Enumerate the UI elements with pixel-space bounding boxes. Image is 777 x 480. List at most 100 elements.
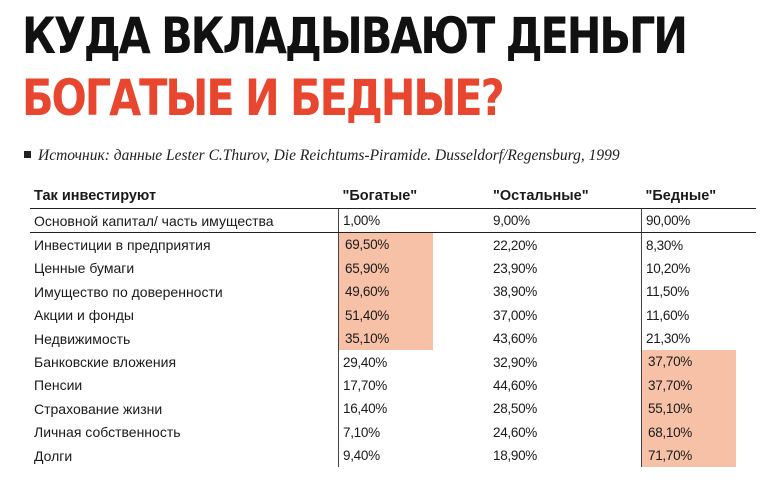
row-label: Долги bbox=[30, 444, 339, 467]
cell-rich-text: 1,00% bbox=[343, 213, 380, 229]
cell-others-text: 32,90% bbox=[493, 354, 537, 370]
row-label-text: Страхование жизни bbox=[34, 400, 163, 417]
cell-poor: 68,10% bbox=[641, 420, 756, 444]
cell-rich: 35,10% bbox=[338, 326, 489, 351]
cell-others-text: 24,60% bbox=[493, 424, 537, 440]
cell-poor-text: 10,20% bbox=[646, 260, 690, 276]
cell-poor-text: 11,60% bbox=[646, 307, 689, 323]
cell-others: 22,20% bbox=[489, 233, 642, 257]
row-label: Страхование жизни bbox=[30, 397, 339, 420]
table-row: Долги 9,40% 18,90% 71,70% bbox=[30, 443, 756, 468]
row-label-text: Банковские вложения bbox=[34, 354, 177, 371]
cell-rich: 51,40% bbox=[338, 303, 489, 327]
row-label: Недвижимость bbox=[30, 327, 339, 350]
cell-rich: 49,60% bbox=[338, 280, 489, 304]
cell-rich-text: 9,40% bbox=[343, 448, 380, 464]
cell-poor: 11,50% bbox=[641, 280, 756, 304]
cell-rich: 9,40% bbox=[338, 443, 489, 468]
row-label-text: Долги bbox=[34, 447, 73, 464]
cell-poor: 55,10% bbox=[641, 397, 756, 421]
header-poor: "Бедные" bbox=[641, 184, 756, 209]
cell-poor-text: 37,70% bbox=[642, 373, 736, 398]
cell-rich-text: 7,10% bbox=[343, 424, 380, 440]
cell-rich-text: 35,10% bbox=[339, 326, 433, 351]
header-rich: "Богатые" bbox=[338, 184, 489, 209]
cell-poor: 8,30% bbox=[641, 232, 756, 257]
cell-poor: 37,70% bbox=[641, 350, 756, 374]
investment-table: Так инвестируют "Богатые" "Остальные" "Б… bbox=[30, 184, 756, 468]
row-label-text: Ценные бумаги bbox=[34, 260, 135, 277]
row-label: Основной капитал/ часть имущества bbox=[30, 208, 339, 234]
cell-rich: 29,40% bbox=[338, 350, 489, 374]
header-category: Так инвестируют bbox=[30, 184, 339, 209]
cell-others: 23,90% bbox=[489, 257, 642, 280]
cell-others-text: 28,50% bbox=[493, 401, 537, 417]
cell-others: 32,90% bbox=[489, 350, 642, 373]
square-bullet-icon bbox=[24, 151, 31, 158]
cell-others: 38,90% bbox=[489, 280, 642, 303]
table-row: Недвижимость 35,10% 43,60% 21,30% bbox=[30, 326, 756, 351]
table-row: Акции и фонды 51,40% 37,00% 11,60% bbox=[30, 303, 756, 327]
title-line-2: БОГАТЫЕ И БЕДНЫЕ? bbox=[22, 69, 505, 127]
header-others: "Остальные" bbox=[489, 184, 642, 209]
cell-others: 9,00% bbox=[489, 208, 642, 234]
title-line-1: КУДА ВКЛАДЫВАЮТ ДЕНЬГИ bbox=[22, 7, 688, 65]
row-label-text: Основной капитал/ часть имущества bbox=[34, 212, 274, 229]
table-row: Основной капитал/ часть имущества 1,00% 9,… bbox=[30, 208, 756, 234]
cell-others-text: 37,00% bbox=[493, 307, 537, 323]
row-label: Банковские вложения bbox=[30, 350, 339, 373]
row-label: Пенсии bbox=[30, 374, 339, 397]
cell-others: 37,00% bbox=[489, 304, 642, 327]
table-body: Основной капитал/ часть имущества 1,00% 9,… bbox=[30, 208, 756, 468]
row-label-text: Инвестиции в предприятия bbox=[34, 237, 211, 254]
cell-poor-text: 8,30% bbox=[646, 237, 683, 253]
cell-rich: 16,40% bbox=[338, 397, 489, 421]
cell-poor-text: 21,30% bbox=[646, 331, 690, 347]
row-label-text: Недвижимость bbox=[34, 330, 131, 347]
cell-rich: 69,50% bbox=[338, 232, 489, 257]
cell-rich: 7,10% bbox=[338, 420, 489, 444]
cell-poor: 37,70% bbox=[641, 373, 756, 398]
cell-others-text: 38,90% bbox=[493, 284, 537, 300]
cell-rich-text: 69,50% bbox=[339, 233, 433, 257]
cell-others-text: 23,90% bbox=[493, 260, 537, 276]
table-row: Банковские вложения 29,40% 32,90% 37,70% bbox=[30, 350, 756, 374]
cell-others-text: 9,00% bbox=[493, 213, 530, 229]
table-row: Пенсии 17,70% 44,60% 37,70% bbox=[30, 373, 756, 398]
table-row: Имущество по доверенности 49,60% 38,90% 11,… bbox=[30, 280, 756, 304]
row-label-text: Имущество по доверенности bbox=[34, 283, 223, 300]
cell-rich-text: 65,90% bbox=[339, 256, 433, 281]
cell-rich-text: 49,60% bbox=[339, 280, 433, 304]
row-label-text: Акции и фонды bbox=[34, 307, 134, 324]
cell-poor-text: 11,50% bbox=[646, 284, 689, 300]
cell-poor: 10,20% bbox=[641, 256, 756, 281]
row-label: Акции и фонды bbox=[30, 304, 339, 327]
cell-rich-text: 16,40% bbox=[343, 401, 387, 417]
row-label: Инвестиции в предприятия bbox=[30, 233, 339, 257]
cell-rich: 17,70% bbox=[338, 373, 489, 398]
cell-others-text: 44,60% bbox=[493, 377, 537, 393]
cell-others: 28,50% bbox=[489, 397, 642, 420]
cell-rich-text: 17,70% bbox=[343, 377, 387, 393]
row-label: Личная собственность bbox=[30, 421, 339, 444]
row-label: Имущество по доверенности bbox=[30, 280, 339, 303]
row-label: Ценные бумаги bbox=[30, 257, 339, 280]
cell-poor-text: 68,10% bbox=[642, 420, 736, 444]
row-label-text: Личная собственность bbox=[34, 424, 181, 441]
cell-poor: 71,70% bbox=[641, 443, 756, 468]
cell-poor-text: 37,70% bbox=[642, 350, 736, 374]
cell-others-text: 22,20% bbox=[493, 237, 537, 253]
cell-others-text: 18,90% bbox=[493, 448, 537, 464]
cell-others-text: 43,60% bbox=[493, 331, 537, 347]
table-row: Инвестиции в предприятия 69,50% 22,20% 8,30… bbox=[30, 232, 756, 257]
source-text: Источник: данные Lester C.Thurov, Die Re… bbox=[38, 147, 620, 164]
cell-poor-text: 71,70% bbox=[642, 443, 736, 468]
cell-rich: 65,90% bbox=[338, 256, 489, 281]
table-row: Ценные бумаги 65,90% 23,90% 10,20% bbox=[30, 256, 756, 281]
cell-others: 18,90% bbox=[489, 444, 642, 467]
cell-others: 43,60% bbox=[489, 327, 642, 350]
cell-others: 44,60% bbox=[489, 374, 642, 397]
cell-others: 24,60% bbox=[489, 421, 642, 444]
source-note: Источник: данные Lester C.Thurov, Die Re… bbox=[24, 147, 620, 165]
table-row: Личная собственность 7,10% 24,60% 68,10% bbox=[30, 420, 756, 444]
